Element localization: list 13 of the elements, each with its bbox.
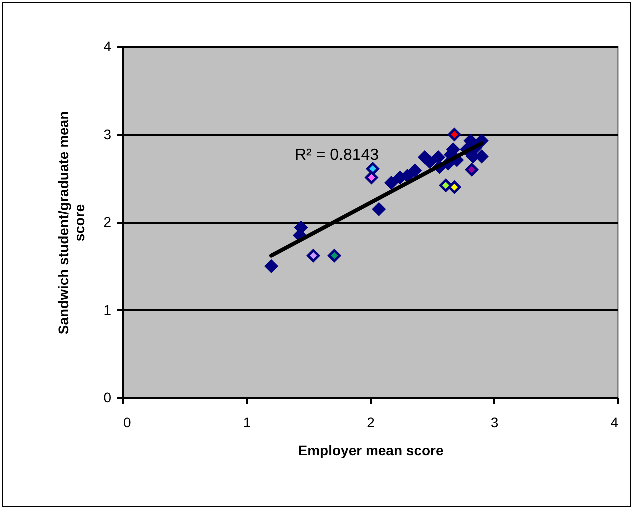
y-tick-label: 1 [104, 302, 112, 318]
x-tick-label: 4 [610, 414, 619, 430]
y-tick-label: 0 [104, 390, 112, 406]
x-tick-label: 0 [124, 414, 132, 430]
x-axis-title: Employer mean score [298, 442, 444, 458]
y-tick-label: 3 [104, 126, 112, 142]
x-tick-label: 1 [243, 414, 252, 430]
y-tick-label: 2 [104, 214, 112, 230]
y-tick-label: 4 [104, 38, 112, 54]
y-axis-title: Sandwich student/graduate mean score [56, 111, 88, 335]
x-tick-label: 3 [490, 414, 499, 430]
annotation: R² = 0.8143 [295, 147, 380, 164]
x-tick-label: 2 [367, 414, 376, 430]
